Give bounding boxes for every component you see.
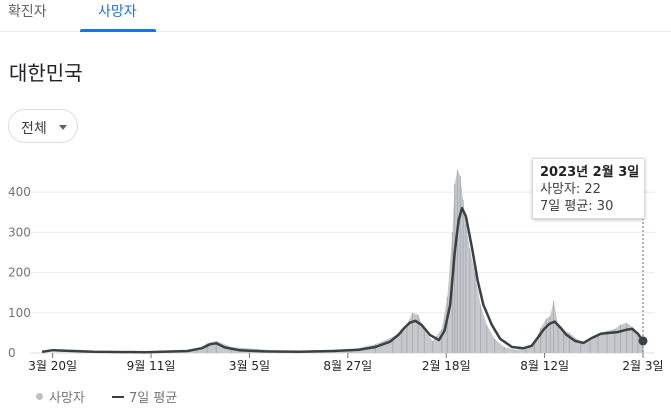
tab-bar: 확진자 사망자 [0,0,671,32]
line-legend-swatch [112,396,124,398]
y-axis: 0 100 200 300 400 [8,185,31,360]
tab-confirmed[interactable]: 확진자 [8,0,72,31]
tooltip-date: 2023년 2월 3일 [540,165,640,180]
tooltip-deaths: 사망자: 22 [540,182,601,197]
x-axis: 3월 20일 9월 11일 3월 5일 8월 27일 2월 18일 8월 12일 2월 3일 [28,353,664,373]
x-tick-label: 2월 18일 [422,359,471,373]
legend-deaths-label: 사망자 [49,391,85,406]
y-tick-label: 400 [8,185,31,199]
tab-deaths[interactable]: 사망자 [80,0,156,32]
x-tick-label: 2월 3일 [622,359,663,373]
period-filter-label: 전체 [21,121,47,137]
x-tick-label: 9월 11일 [127,359,176,373]
tab-deaths-label: 사망자 [98,4,137,20]
caret-down-icon [59,125,67,130]
x-tick-label: 3월 5일 [229,359,270,373]
y-tick-label: 100 [8,306,31,320]
legend-avg-label: 7일 평균 [129,391,178,406]
avg-line-layer [41,206,645,354]
chart-tooltip: 2023년 2월 3일 사망자: 22 7일 평균: 30 [532,158,645,219]
tab-confirmed-label: 확진자 [8,4,47,20]
y-tick-label: 200 [8,266,31,280]
region-title: 대한민국 [9,61,83,85]
y-tick-label: 300 [8,225,31,239]
period-filter-dropdown[interactable]: 전체 [8,109,78,143]
bar-legend-swatch [36,393,43,400]
tooltip-avg: 7일 평균: 30 [540,199,614,214]
x-tick-label: 3월 20일 [28,359,77,373]
hover-point [638,336,648,346]
x-tick-label: 8월 12일 [520,359,569,373]
y-tick-label: 0 [8,346,16,360]
x-tick-label: 8월 27일 [323,359,372,373]
deaths-chart[interactable]: 0 100 200 300 400 3월 20일 9월 11일 3월 5일 8월 27일 2월 … [0,150,671,380]
active-tab-indicator [80,29,156,32]
avg-line [41,206,645,354]
